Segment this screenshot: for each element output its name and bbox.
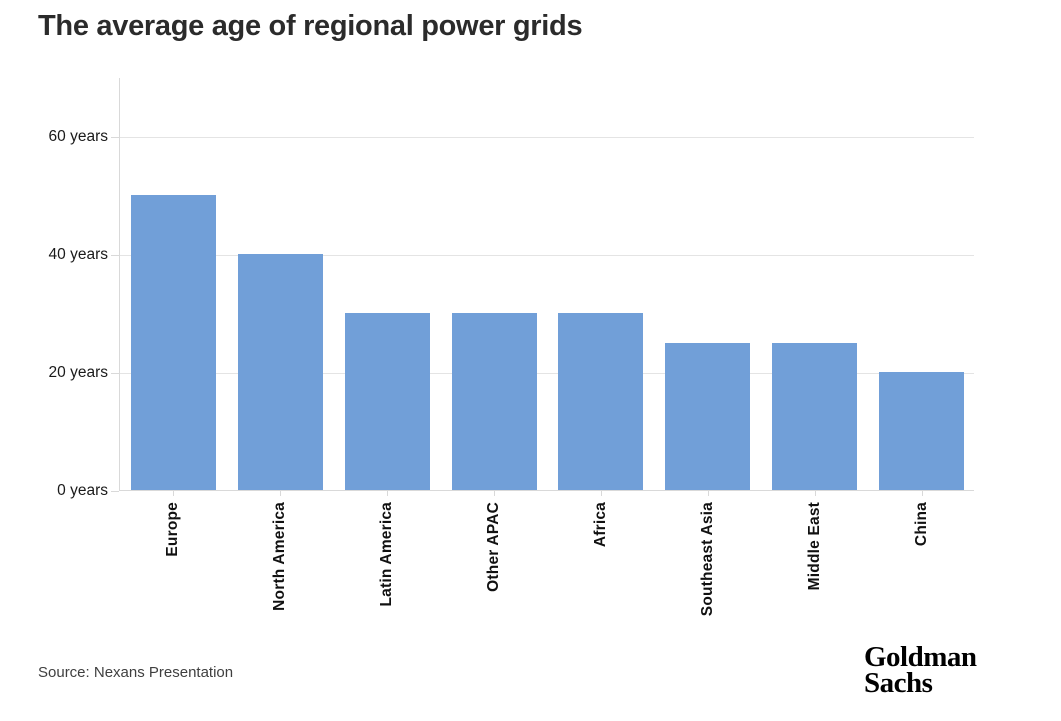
bar-southeast-asia — [665, 342, 751, 490]
x-tick-mark — [814, 490, 816, 496]
x-tick-mark — [600, 490, 602, 496]
y-tick-mark — [111, 136, 119, 138]
x-axis-label: Latin America — [378, 502, 396, 607]
y-axis-label: 40 years — [48, 246, 108, 263]
x-label-slot: North America — [227, 502, 334, 662]
gridline-60 — [120, 136, 974, 138]
x-label-slot: Europe — [120, 502, 227, 662]
bar-other-apac — [451, 313, 537, 490]
x-tick-mark — [280, 490, 282, 496]
bar-north-america — [237, 254, 323, 490]
x-axis-label: Southeast Asia — [698, 502, 716, 617]
x-tick-mark — [173, 490, 175, 496]
x-tick-mark — [494, 490, 496, 496]
source-attribution: Source: Nexans Presentation — [38, 664, 234, 681]
x-label-slot: China — [868, 502, 975, 662]
x-tick-mark — [387, 490, 389, 496]
x-axis-label: China — [912, 502, 930, 547]
y-axis-label: 20 years — [48, 364, 108, 381]
goldman-sachs-logo: Goldman Sachs — [864, 641, 977, 699]
chart-title: The average age of regional power grids — [38, 10, 583, 42]
gridline-40 — [120, 254, 974, 256]
plot-area: 0 years 20 years 40 years 60 years Europe Nor… — [49, 78, 974, 616]
x-tick-mark — [921, 490, 923, 496]
x-axis-label: Other APAC — [485, 502, 503, 592]
bar-africa — [558, 313, 644, 490]
x-axis-label: Europe — [164, 502, 182, 557]
logo-line-1: Goldman — [864, 641, 977, 673]
bar-middle-east — [772, 342, 858, 490]
x-label-slot: Other APAC — [441, 502, 548, 662]
x-label-slot: Southeast Asia — [654, 502, 761, 662]
x-axis-label: Middle East — [805, 502, 823, 591]
x-label-slot: Middle East — [761, 502, 868, 662]
x-axis-label: Africa — [591, 502, 609, 548]
x-label-slot: Latin America — [334, 502, 441, 662]
y-axis-label: 60 years — [48, 128, 108, 145]
bar-latin-america — [344, 313, 430, 490]
y-tick-mark — [111, 372, 119, 374]
y-tick-mark — [111, 254, 119, 256]
y-tick-mark — [111, 490, 119, 492]
x-tick-mark — [707, 490, 709, 496]
logo-line-2: Sachs — [864, 667, 933, 699]
gridline-20 — [120, 372, 974, 374]
y-axis-label: 0 years — [57, 482, 108, 499]
bar-europe — [130, 195, 216, 490]
bar-china — [879, 372, 965, 490]
x-label-slot: Africa — [548, 502, 655, 662]
x-axis-label: North America — [271, 502, 289, 611]
